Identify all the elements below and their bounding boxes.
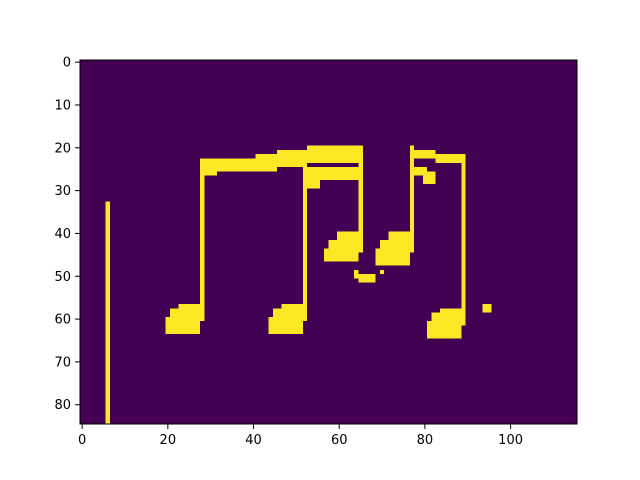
heatmap-cell-note-5-head-c [439,308,462,317]
heatmap-cell-note-3-stem [358,145,363,253]
heatmap-cell-left-bar [105,201,110,424]
y-tick-label: 40 [54,227,71,242]
heatmap-cell-beam-second-2 [302,179,320,189]
heatmap-cell-note-2-stem [302,154,308,322]
x-tick-label: 40 [245,433,262,448]
heatmap-cell-dot [482,304,492,313]
heatmap-cell-note-4-stem [409,145,415,253]
y-tick-label: 70 [54,355,71,370]
plot-area [79,59,578,425]
heatmap-cell-beam-second-1 [302,167,363,180]
y-tick-label: 30 [54,184,71,199]
x-tick-label: 60 [331,433,348,448]
heatmap-cell-note-2-head-c [281,304,303,313]
heatmap-cell-beam-lower-left [199,171,218,176]
heatmap-cell-note-3-head-c [337,231,359,245]
x-tick-label: 20 [160,433,177,448]
y-tick-label: 20 [54,141,71,156]
heatmap-cell-beam-top-1 [199,158,256,172]
heatmap-cell-tie-bottom [358,274,376,283]
x-axis: 0 20 40 60 80 100 [78,424,523,448]
plot-frame [79,59,578,425]
heatmap-cell-tie-right [379,269,385,275]
heatmap-cell-flag-b [422,171,436,185]
y-tick-label: 10 [54,98,71,113]
x-tick-label: 0 [78,433,86,448]
y-tick-label: 0 [63,56,71,71]
heatmap-cell-tie-left [354,269,359,279]
heatmap-cell-beam-top-3 [277,149,308,168]
x-tick-label: 100 [498,433,523,448]
x-tick-label: 80 [417,433,434,448]
heatmap-cell-beam-top-4 [307,145,363,163]
heatmap-cell-note-1-head-c [178,304,200,313]
y-tick-label: 80 [54,398,71,413]
heatmap-cell-beam-top-2 [255,154,278,172]
heatmap-cell-beam-right-2 [435,154,466,163]
heatmap-cell-beam-right-1 [409,149,436,159]
heatmap-cell-flag-a [409,167,428,176]
heatmap-cell-note-1-stem [199,158,205,322]
y-tick-label: 50 [54,270,71,285]
heatmap-cell-note-4-head-c [388,231,410,245]
heatmap-cell-note-5-head-a [427,321,462,339]
y-axis: 0 10 20 30 40 50 60 70 80 [54,56,80,413]
heatmap-foreground-regions [105,145,492,424]
y-tick-label: 60 [54,313,71,328]
heatmap-cell-note-5-stem [461,154,466,326]
